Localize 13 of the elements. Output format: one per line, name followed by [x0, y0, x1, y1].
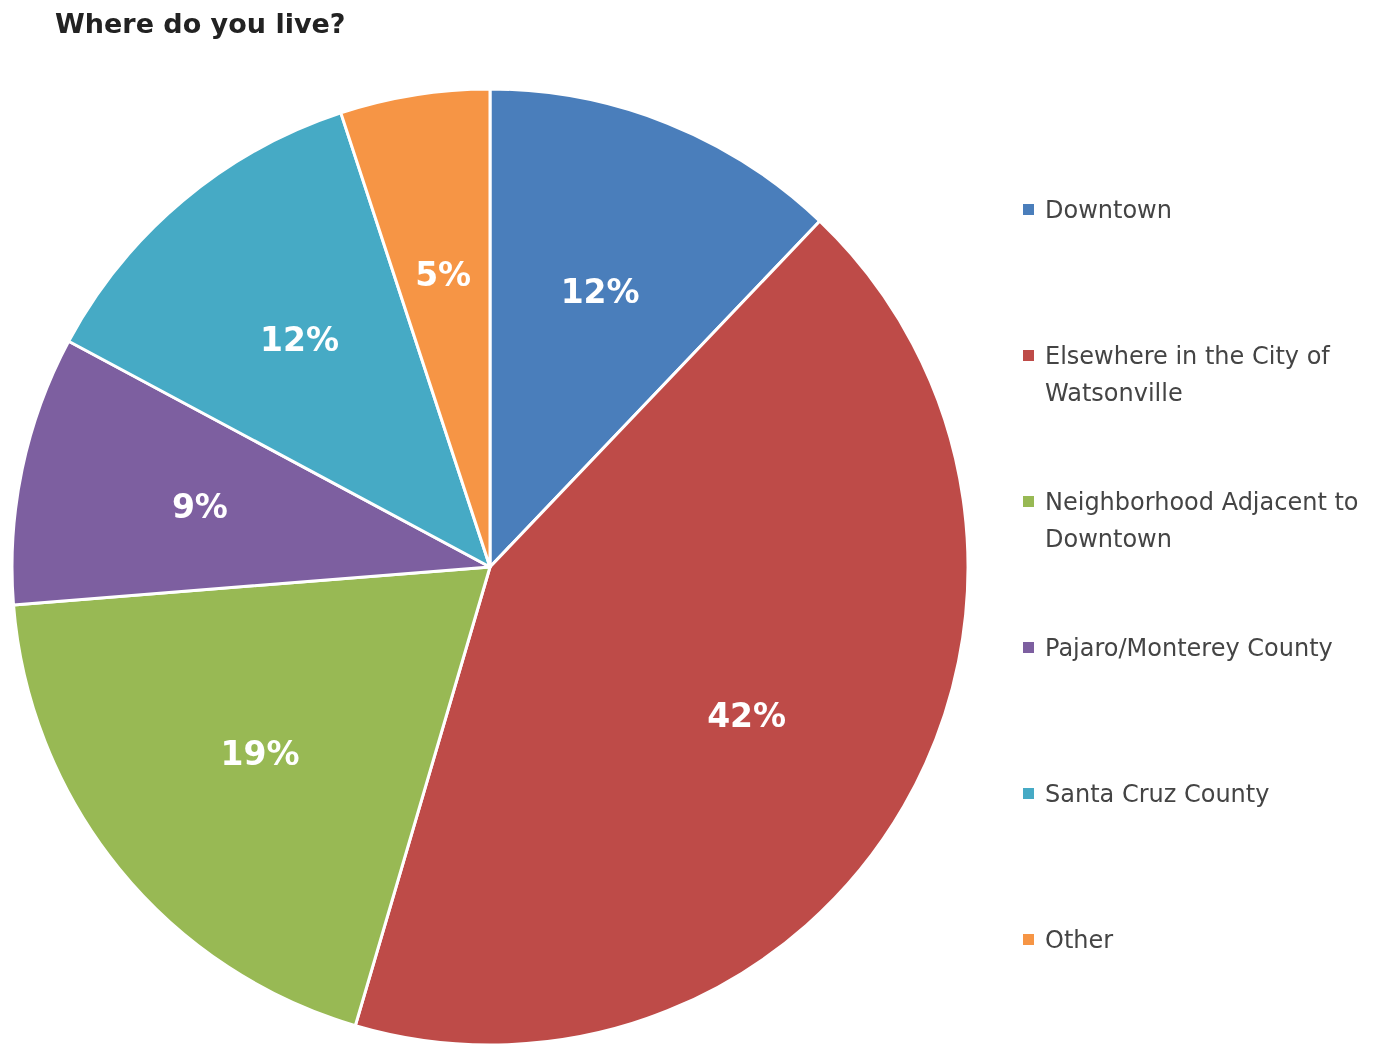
- data-label: 12%: [560, 272, 640, 312]
- legend-label: Downtown: [1045, 196, 1172, 224]
- chart-title: Where do you live?: [55, 8, 346, 39]
- legend-label: Elsewhere in the City of Watsonville: [1045, 342, 1331, 407]
- data-label: 19%: [220, 734, 300, 774]
- data-label: 9%: [171, 486, 228, 526]
- data-label: 42%: [707, 695, 787, 735]
- data-label: 12%: [260, 320, 339, 360]
- legend-label: Pajaro/Monterey County: [1045, 634, 1333, 662]
- legend-label: Santa Cruz County: [1045, 780, 1270, 808]
- data-label: 5%: [415, 254, 472, 294]
- legend-label: Neighborhood Adjacent to Downtown: [1045, 488, 1359, 553]
- legend-label: Other: [1045, 926, 1114, 954]
